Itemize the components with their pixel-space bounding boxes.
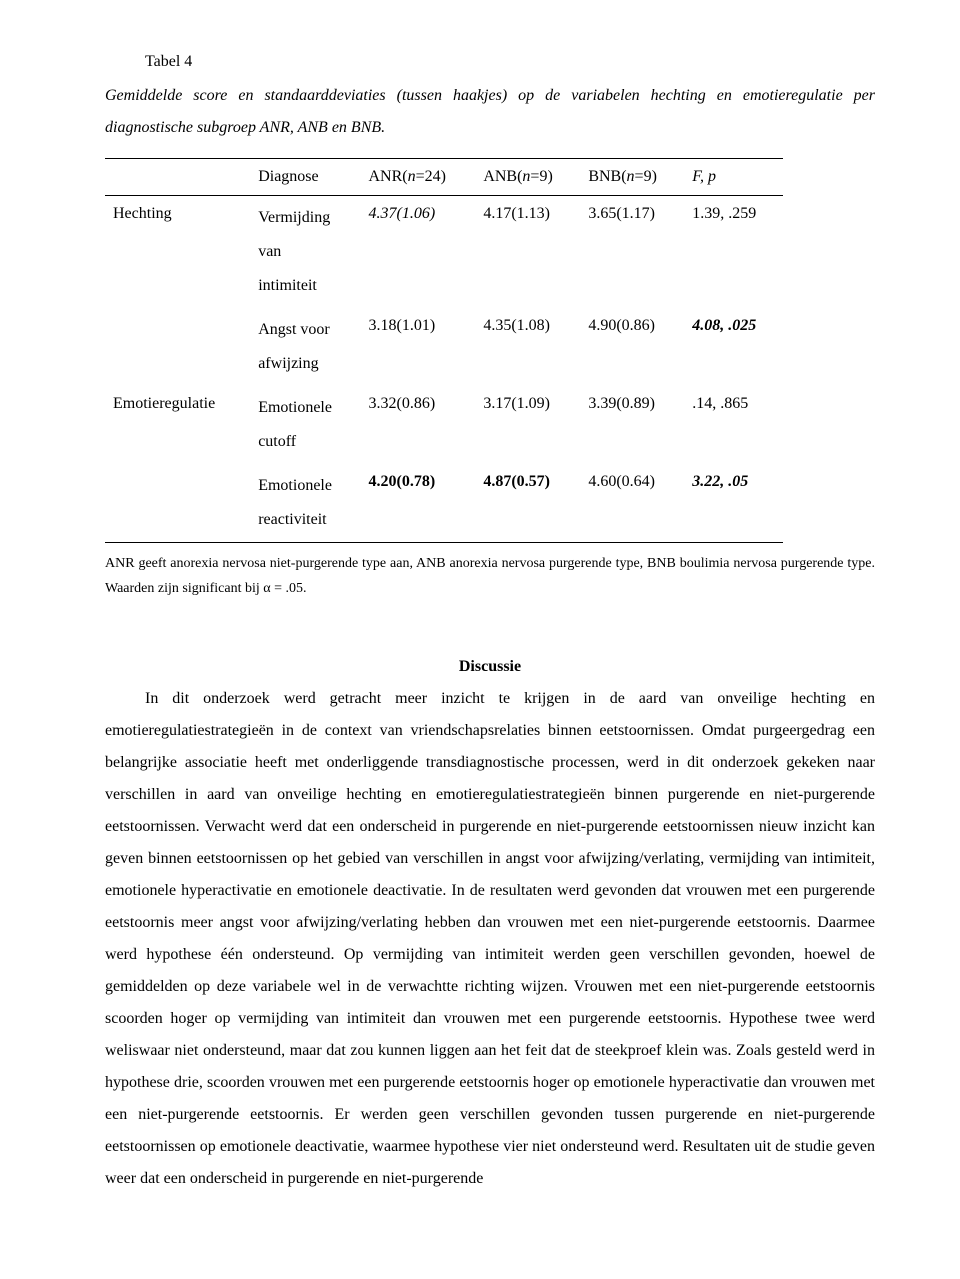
cell-value: 4.35(1.08) <box>483 317 550 334</box>
anr-cell: 4.20(0.78) <box>360 464 475 543</box>
table-note: ANR geeft anorexia nervosa niet-purgeren… <box>105 551 875 601</box>
cell-value: 3.22, .05 <box>692 473 748 490</box>
fp-cell: .14, .865 <box>684 386 782 464</box>
col-bnb: BNB(n=9) <box>580 159 684 196</box>
cell-value: 3.65(1.17) <box>588 205 655 222</box>
table-row: Emotieregulatie Emotionele cutoff 3.32(0… <box>105 386 783 464</box>
rowlabel-line: Vermijding <box>258 209 330 226</box>
table-row: Emotionele reactiviteit 4.20(0.78) 4.87(… <box>105 464 783 543</box>
rowlabel-line: Emotionele <box>258 477 332 494</box>
table-caption: Gemiddelde score en standaarddeviaties (… <box>105 80 875 144</box>
cell-value: 4.20(0.78) <box>368 473 435 490</box>
table-header-row: Diagnose ANR(n=24) ANB(n=9) BNB(n=9) F, … <box>105 159 783 196</box>
bnb-cell: 3.65(1.17) <box>580 196 684 309</box>
cell-value: 3.32(0.86) <box>368 395 435 412</box>
fp-cell: 1.39, .259 <box>684 196 782 309</box>
rowlabel-line: afwijzing <box>258 348 352 380</box>
n-italic: n <box>408 168 416 185</box>
table-body: Hechting Vermijding van intimiteit 4.37(… <box>105 196 783 543</box>
section-heading: Discussie <box>105 655 875 679</box>
data-table: Diagnose ANR(n=24) ANB(n=9) BNB(n=9) F, … <box>105 158 783 543</box>
n-italic: n <box>522 168 530 185</box>
col-blank <box>105 159 250 196</box>
rowlabel-cell: Emotionele cutoff <box>250 386 360 464</box>
rowlabel-line: van <box>258 236 352 268</box>
fp-cell: 3.22, .05 <box>684 464 782 543</box>
group-cell: Emotieregulatie <box>105 386 250 464</box>
group-cell <box>105 308 250 386</box>
fp-cell: 4.08, .025 <box>684 308 782 386</box>
table-row: Hechting Vermijding van intimiteit 4.37(… <box>105 196 783 309</box>
cell-value: 3.17(1.09) <box>483 395 550 412</box>
cell-value: 3.39(0.89) <box>588 395 655 412</box>
anb-cell: 4.35(1.08) <box>475 308 580 386</box>
col-diagnose: Diagnose <box>250 159 360 196</box>
bnb-cell: 4.60(0.64) <box>580 464 684 543</box>
bnb-cell: 4.90(0.86) <box>580 308 684 386</box>
anr-cell: 4.37(1.06) <box>360 196 475 309</box>
cell-value: 4.17(1.13) <box>483 205 550 222</box>
anr-cell: 3.18(1.01) <box>360 308 475 386</box>
rowlabel-line: Angst voor <box>258 321 330 338</box>
anb-cell: 4.17(1.13) <box>475 196 580 309</box>
rowlabel-line: cutoff <box>258 426 352 458</box>
cell-value: 4.60(0.64) <box>588 473 655 490</box>
col-anr: ANR(n=24) <box>360 159 475 196</box>
rowlabel-cell: Vermijding van intimiteit <box>250 196 360 309</box>
rowlabel-line: intimiteit <box>258 270 352 302</box>
cell-value: .14, .865 <box>692 395 748 412</box>
cell-value: 1.39, .259 <box>692 205 756 222</box>
rowlabel-cell: Emotionele reactiviteit <box>250 464 360 543</box>
body-paragraph: In dit onderzoek werd getracht meer inzi… <box>105 683 875 1195</box>
rowlabel-cell: Angst voor afwijzing <box>250 308 360 386</box>
col-fp: F, p <box>684 159 782 196</box>
rowlabel-line: Emotionele <box>258 399 332 416</box>
col-anb: ANB(n=9) <box>475 159 580 196</box>
fp-italic: F, p <box>692 168 716 185</box>
cell-value: 4.37(1.06) <box>368 205 435 222</box>
group-cell <box>105 464 250 543</box>
table-row: Angst voor afwijzing 3.18(1.01) 4.35(1.0… <box>105 308 783 386</box>
page: Tabel 4 Gemiddelde score en standaarddev… <box>0 0 960 1255</box>
table-caption-text: Gemiddelde score en standaarddeviaties (… <box>105 87 875 136</box>
anb-cell: 3.17(1.09) <box>475 386 580 464</box>
cell-value: 3.18(1.01) <box>368 317 435 334</box>
n-italic: n <box>627 168 635 185</box>
table-label: Tabel 4 <box>105 50 875 74</box>
bnb-cell: 3.39(0.89) <box>580 386 684 464</box>
anr-cell: 3.32(0.86) <box>360 386 475 464</box>
group-cell: Hechting <box>105 196 250 309</box>
cell-value: 4.90(0.86) <box>588 317 655 334</box>
cell-value: 4.08, .025 <box>692 317 756 334</box>
anb-cell: 4.87(0.57) <box>475 464 580 543</box>
rowlabel-line: reactiviteit <box>258 504 352 536</box>
cell-value: 4.87(0.57) <box>483 473 550 490</box>
